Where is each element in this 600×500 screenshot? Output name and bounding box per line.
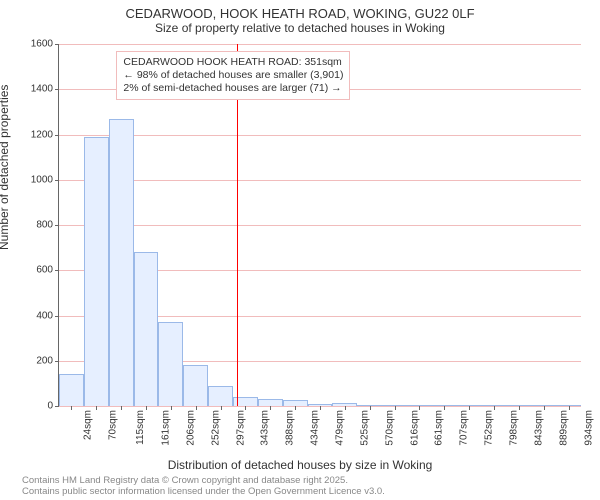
gridline — [59, 180, 581, 181]
x-tick-mark — [419, 406, 420, 410]
x-tick-label: 115sqm — [135, 406, 146, 445]
y-tick-mark — [55, 180, 59, 181]
histogram-bar — [109, 119, 134, 406]
y-tick-label: 1200 — [31, 129, 53, 140]
x-tick-mark — [245, 406, 246, 410]
x-tick-label: 252sqm — [210, 406, 221, 446]
annotation-callout: CEDARWOOD HOOK HEATH ROAD: 351sqm ← 98% … — [116, 51, 350, 100]
x-tick-mark — [171, 406, 172, 410]
annotation-line: 2% of semi-detached houses are larger (7… — [123, 82, 343, 95]
x-tick-mark — [395, 406, 396, 410]
x-tick-label: 24sqm — [83, 406, 94, 440]
x-tick-label: 843sqm — [533, 406, 544, 446]
x-tick-mark — [370, 406, 371, 410]
plot-area: 0200400600800100012001400160024sqm70sqm1… — [58, 44, 581, 407]
x-tick-label: 707sqm — [459, 406, 470, 446]
y-tick-mark — [55, 89, 59, 90]
x-tick-mark — [444, 406, 445, 410]
y-axis-label: Number of detached properties — [0, 85, 11, 250]
x-tick-label: 570sqm — [384, 406, 395, 446]
x-tick-mark — [221, 406, 222, 410]
y-tick-label: 1000 — [31, 174, 53, 185]
gridline — [59, 225, 581, 226]
annotation-line: CEDARWOOD HOOK HEATH ROAD: 351sqm — [123, 56, 343, 69]
y-tick-label: 600 — [36, 265, 53, 276]
chart-subtitle: Size of property relative to detached ho… — [0, 21, 600, 35]
x-tick-mark — [569, 406, 570, 410]
x-tick-mark — [544, 406, 545, 410]
y-tick-mark — [55, 225, 59, 226]
x-tick-label: 934sqm — [583, 406, 594, 446]
y-tick-mark — [55, 270, 59, 271]
x-tick-label: 434sqm — [309, 406, 320, 446]
x-tick-label: 206sqm — [185, 406, 196, 446]
y-tick-label: 1400 — [31, 84, 53, 95]
x-tick-label: 297sqm — [235, 406, 246, 446]
attribution-footer: Contains HM Land Registry data © Crown c… — [22, 476, 385, 498]
y-tick-mark — [55, 361, 59, 362]
x-tick-label: 161sqm — [160, 406, 171, 446]
x-tick-mark — [295, 406, 296, 410]
x-tick-label: 616sqm — [409, 406, 420, 446]
x-tick-mark — [71, 406, 72, 410]
y-tick-label: 400 — [36, 310, 53, 321]
x-tick-label: 661sqm — [434, 406, 445, 446]
y-tick-label: 800 — [36, 220, 53, 231]
histogram-bar — [158, 322, 183, 406]
x-tick-label: 889sqm — [558, 406, 569, 446]
y-tick-mark — [55, 44, 59, 45]
footer-line: Contains public sector information licen… — [22, 487, 385, 498]
histogram-bar — [59, 374, 84, 406]
y-tick-mark — [55, 406, 59, 407]
x-tick-mark — [270, 406, 271, 410]
y-tick-label: 1600 — [31, 39, 53, 50]
chart-title: CEDARWOOD, HOOK HEATH ROAD, WOKING, GU22… — [0, 6, 600, 21]
x-tick-label: 479sqm — [334, 406, 345, 446]
x-tick-mark — [121, 406, 122, 410]
y-tick-label: 200 — [36, 355, 53, 366]
x-tick-label: 798sqm — [508, 406, 519, 446]
y-tick-mark — [55, 135, 59, 136]
x-tick-label: 525sqm — [359, 406, 370, 446]
gridline — [59, 44, 581, 45]
x-tick-mark — [519, 406, 520, 410]
x-tick-mark — [96, 406, 97, 410]
histogram-bar — [258, 399, 283, 406]
x-tick-mark — [320, 406, 321, 410]
annotation-line: ← 98% of detached houses are smaller (3,… — [123, 69, 343, 82]
x-axis-label: Distribution of detached houses by size … — [0, 458, 600, 472]
histogram-bar — [84, 137, 109, 406]
x-tick-mark — [494, 406, 495, 410]
gridline — [59, 135, 581, 136]
x-tick-mark — [469, 406, 470, 410]
x-tick-mark — [146, 406, 147, 410]
x-tick-label: 752sqm — [483, 406, 494, 446]
x-tick-label: 70sqm — [108, 406, 119, 440]
histogram-bar — [208, 386, 233, 406]
x-tick-mark — [345, 406, 346, 410]
chart-container: CEDARWOOD, HOOK HEATH ROAD, WOKING, GU22… — [0, 0, 600, 500]
x-tick-label: 388sqm — [285, 406, 296, 446]
y-tick-mark — [55, 316, 59, 317]
x-tick-mark — [196, 406, 197, 410]
histogram-bar — [183, 365, 208, 406]
y-tick-label: 0 — [47, 401, 53, 412]
x-tick-label: 343sqm — [260, 406, 271, 446]
histogram-bar — [134, 252, 159, 406]
chart-title-block: CEDARWOOD, HOOK HEATH ROAD, WOKING, GU22… — [0, 6, 600, 35]
